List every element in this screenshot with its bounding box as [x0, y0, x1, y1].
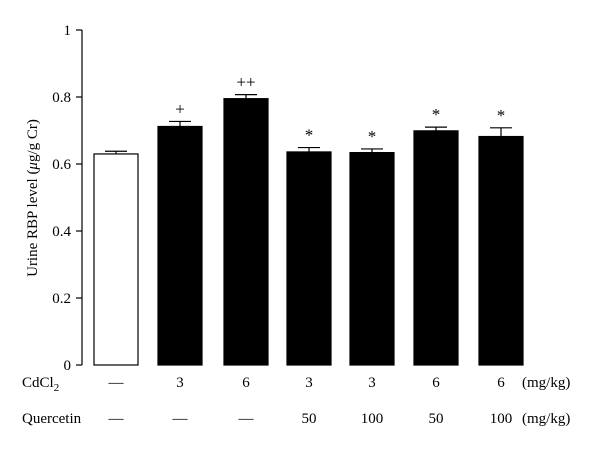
row-value: 3 — [305, 375, 313, 391]
row-label: Quercetin — [22, 411, 82, 427]
bars — [93, 98, 524, 366]
row-value: 6 — [497, 375, 505, 391]
significance-markers: +++* ** * — [175, 73, 505, 146]
y-axis-label-unit: g/g Cr) — [25, 119, 41, 162]
row-value: 100 — [361, 411, 384, 427]
significance-marker: * — [432, 105, 441, 124]
significance-marker: * — [368, 127, 377, 146]
row-value: 6 — [432, 375, 440, 391]
row-label-subscript: 2 — [54, 382, 60, 394]
row-label-main: Quercetin — [22, 411, 82, 427]
significance-marker: * — [305, 126, 314, 145]
row-value: 50 — [302, 411, 317, 427]
row-value: 50 — [429, 411, 444, 427]
row-value: — — [108, 375, 125, 391]
y-tick-label: 0.2 — [52, 291, 71, 307]
bar — [349, 152, 395, 366]
y-axis-label-mu: μ — [25, 162, 41, 171]
significance-marker: + — [175, 99, 185, 118]
bar — [286, 151, 332, 366]
y-tick-label: 1 — [64, 23, 72, 39]
bar — [157, 125, 203, 366]
bar — [93, 153, 139, 366]
bar — [223, 98, 269, 366]
row-value: — — [238, 411, 255, 427]
row-label-main: CdCl — [22, 375, 54, 391]
treatment-table: CdCl2 — 3 6 3 3 6 6 (mg/kg) Quercetin — — — 50 100 50 10… — [22, 375, 570, 427]
row-label: CdCl2 — [22, 375, 59, 394]
row-unit: (mg/kg) — [522, 411, 570, 427]
bar — [478, 135, 524, 366]
y-axis: 0 0.2 0.4 0.6 0.8 1 — [52, 23, 83, 374]
error-bars — [105, 94, 512, 154]
row-value: — — [108, 411, 125, 427]
row-value: 3 — [176, 375, 184, 391]
y-tick-label: 0.6 — [52, 157, 71, 173]
significance-marker: * — [497, 106, 506, 125]
y-axis-label-main: Urine RBP level ( — [25, 170, 41, 277]
y-tick-label: 0 — [64, 358, 72, 374]
significance-marker: ++ — [236, 73, 255, 92]
y-tick-label: 0.8 — [52, 90, 71, 106]
row-value: 6 — [242, 375, 250, 391]
row-value: 3 — [368, 375, 376, 391]
y-tick-label: 0.4 — [52, 224, 71, 240]
row-value: — — [172, 411, 189, 427]
row-value: 100 — [490, 411, 513, 427]
row-unit: (mg/kg) — [522, 375, 570, 391]
y-axis-label: Urine RBP level (μg/g Cr) — [25, 119, 41, 277]
bar — [413, 130, 459, 366]
